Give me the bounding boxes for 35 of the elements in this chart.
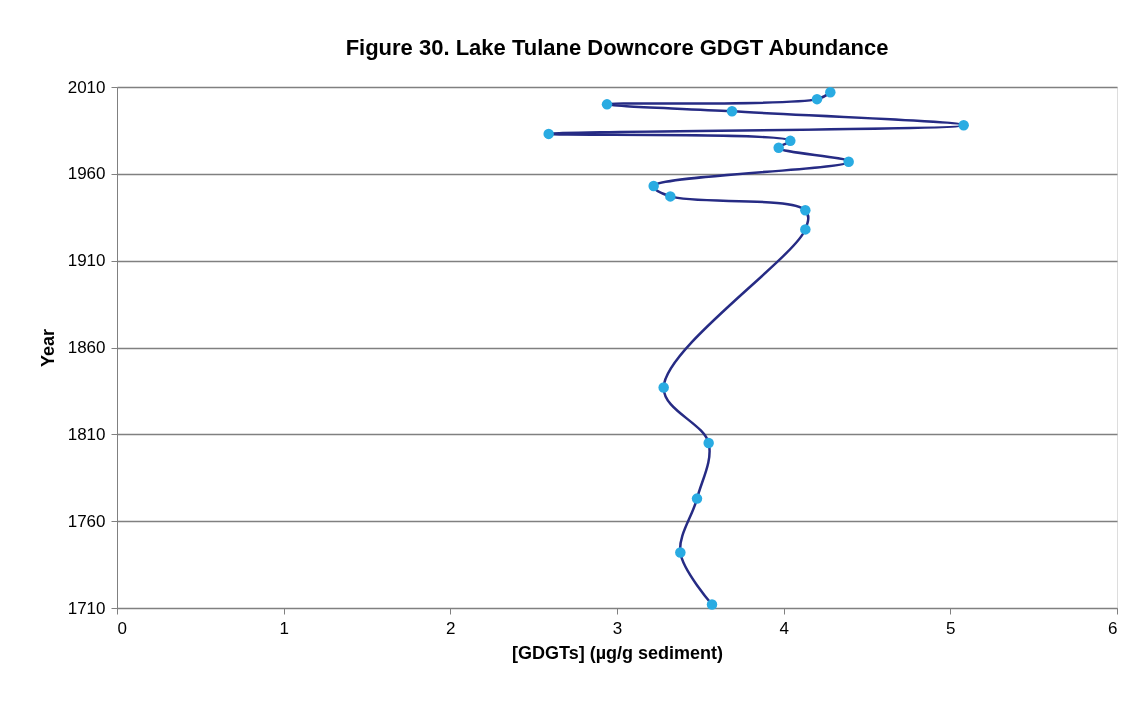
point — [785, 135, 796, 147]
y-tick-label: 1910 — [67, 251, 106, 271]
point — [843, 156, 854, 167]
y-tick-label: 1960 — [67, 164, 106, 184]
point — [703, 437, 714, 449]
y-tick-label: 1760 — [67, 511, 106, 531]
point — [543, 128, 554, 140]
point — [706, 599, 718, 610]
y-tick-label: 1860 — [67, 338, 106, 357]
x-tick-label: 4 — [779, 618, 789, 638]
chart-title: Figure 30. Lake Tulane Downcore GDGT Abundance — [345, 35, 889, 60]
point — [800, 224, 811, 235]
x-tick-label: 2 — [446, 618, 456, 638]
x-tick-label: 3 — [612, 618, 623, 638]
point — [800, 205, 811, 216]
point — [726, 106, 738, 117]
point — [958, 119, 969, 131]
point — [665, 191, 676, 202]
point — [648, 180, 659, 192]
point — [675, 547, 686, 558]
y-tick-label: 2010 — [67, 77, 106, 97]
point — [773, 142, 784, 154]
point — [811, 93, 823, 105]
point — [825, 86, 836, 98]
x-tick-label: 1 — [279, 618, 289, 638]
x-tick-label: 5 — [946, 618, 956, 638]
point — [601, 99, 613, 110]
x-tick-label: 0 — [117, 618, 127, 638]
y-tick-label: 1810 — [67, 424, 106, 444]
x-tick-label: 6 — [1108, 618, 1118, 638]
point — [691, 493, 703, 504]
y-axis-title: Year — [37, 328, 58, 368]
point — [658, 382, 669, 393]
y-tick-label: 1710 — [67, 598, 106, 618]
x-axis-title: [GDGTs] (µg/g sediment) — [511, 642, 724, 663]
